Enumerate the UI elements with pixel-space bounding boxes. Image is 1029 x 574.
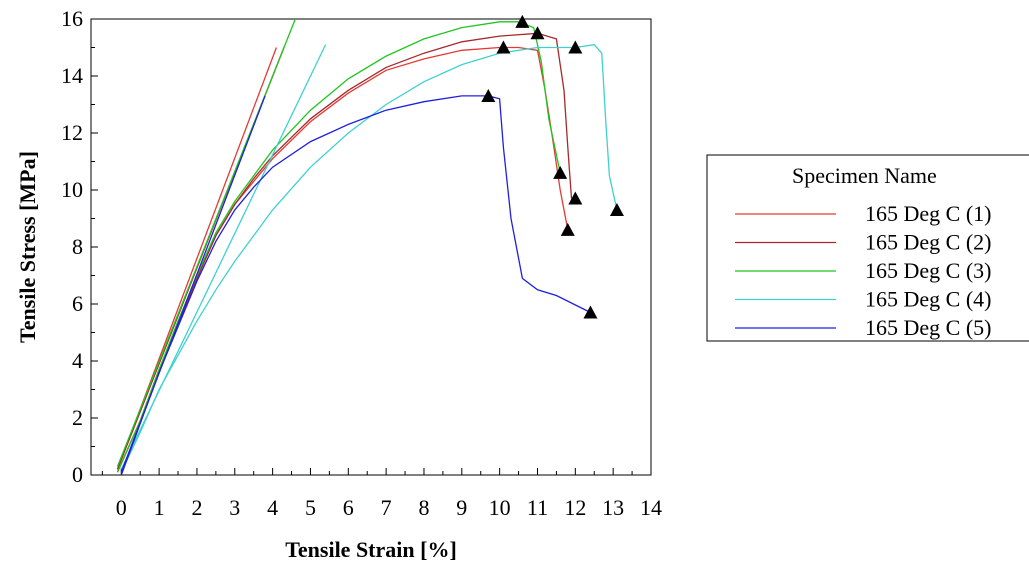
break-point-marker [481, 88, 496, 102]
y-axis-title: Tensile Stress [MPa] [15, 151, 40, 343]
x-tick-label: 2 [191, 495, 202, 520]
x-tick-label: 10 [489, 495, 511, 520]
break-point-marker [496, 40, 511, 54]
x-tick-label: 5 [305, 495, 316, 520]
x-tick-label: 14 [640, 495, 662, 520]
legend: Specimen Name 165 Deg C (1) 165 Deg C (2)… [706, 154, 1029, 342]
break-point-marker [515, 14, 530, 28]
legend-label: 165 Deg C (5) [865, 315, 991, 340]
series-line-4 [120, 44, 618, 473]
x-tick-label: 0 [116, 495, 127, 520]
series-layer [116, 18, 618, 476]
legend-label: 165 Deg C (2) [865, 230, 991, 255]
y-tick-label: 0 [72, 462, 83, 487]
series-fit-line-5 [120, 95, 266, 473]
x-tick-label: 13 [602, 495, 624, 520]
break-point-marker [609, 202, 624, 216]
x-tick-label: 6 [343, 495, 354, 520]
x-tick-label: 12 [564, 495, 586, 520]
x-axis-title: Tensile Strain [%] [285, 537, 457, 562]
x-tick-label: 4 [267, 495, 278, 520]
marker-layer [481, 14, 624, 319]
legend-box [706, 154, 1029, 342]
x-tick-label: 11 [527, 495, 548, 520]
x-tick-label: 8 [418, 495, 429, 520]
y-tick-label: 6 [72, 291, 83, 316]
y-tick-label: 10 [61, 177, 83, 202]
x-tick-label: 9 [456, 495, 467, 520]
legend-title: Specimen Name [792, 163, 937, 188]
series-fit-line-4 [120, 44, 327, 470]
break-point-marker [560, 222, 575, 236]
y-tick-label: 8 [72, 234, 83, 259]
series-line-3 [116, 21, 561, 473]
y-tick-label: 16 [61, 6, 83, 31]
plot-frame [90, 18, 652, 476]
x-axis-ticks: 0 1 2 3 4 5 6 7 8 9 10 11 12 13 14 [101, 468, 662, 520]
y-axis-ticks: 0 2 4 6 8 10 12 14 16 [61, 6, 98, 487]
y-tick-label: 2 [72, 405, 83, 430]
legend-label: 165 Deg C (1) [865, 201, 991, 226]
y-tick-label: 14 [61, 63, 83, 88]
break-point-marker [553, 165, 568, 179]
break-point-marker [583, 305, 598, 319]
x-tick-label: 7 [381, 495, 392, 520]
legend-label: 165 Deg C (3) [865, 258, 991, 283]
legend-label: 165 Deg C (4) [865, 287, 991, 312]
y-tick-label: 12 [61, 120, 83, 145]
x-tick-label: 3 [229, 495, 240, 520]
x-tick-label: 1 [154, 495, 165, 520]
series-fit-line-3 [116, 18, 296, 467]
break-point-marker [568, 191, 583, 205]
legend-items: 165 Deg C (1) 165 Deg C (2) 165 Deg C (3) 1… [735, 201, 991, 340]
break-point-marker [568, 40, 583, 54]
break-point-marker [530, 26, 545, 40]
series-line-5 [120, 95, 591, 476]
series-line-2 [116, 32, 573, 473]
y-tick-label: 4 [72, 348, 83, 373]
